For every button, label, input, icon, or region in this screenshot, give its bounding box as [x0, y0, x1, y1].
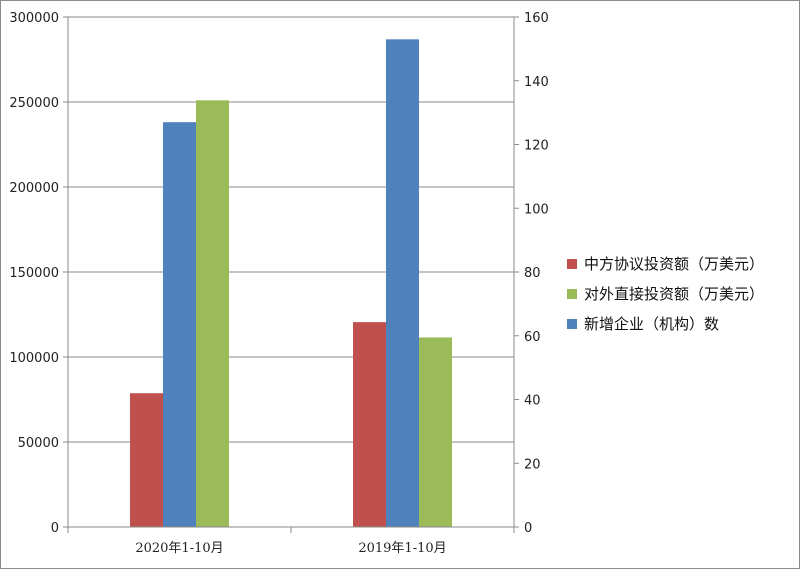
bar [130, 393, 163, 527]
y-left-tick-label: 100000 [9, 351, 59, 366]
y-right-tick-label: 40 [524, 394, 541, 409]
y-right-tick-label: 20 [524, 457, 541, 472]
legend-swatch [567, 259, 577, 269]
legend-label: 中方协议投资额（万美元） [584, 255, 764, 273]
bar [419, 337, 452, 527]
legend-swatch [567, 319, 577, 329]
x-axis-labels: 2020年1-10月 2019年1-10月 [135, 541, 446, 556]
legend-swatch [567, 289, 577, 299]
y-right-tick-label: 140 [524, 75, 549, 90]
y-right-tick-label: 60 [524, 330, 541, 345]
y-right-tick-label: 80 [524, 266, 541, 281]
y-right-tick-label: 0 [524, 521, 532, 536]
bars [130, 39, 452, 528]
legend-label: 新增企业（机构）数 [584, 315, 719, 333]
y-right-tick-label: 100 [524, 202, 549, 217]
legend-label: 对外直接投资额（万美元） [584, 285, 764, 303]
bar [386, 39, 419, 527]
x-tick-label: 2020年1-10月 [135, 541, 223, 556]
bar [163, 122, 196, 527]
y-left-tick-label: 50000 [18, 436, 59, 451]
axes [63, 16, 519, 533]
y-left-tick-label: 200000 [9, 181, 59, 196]
y-left-tick-label: 250000 [9, 96, 59, 111]
bar [353, 322, 386, 527]
y-left-tick-label: 0 [51, 521, 59, 536]
bar [196, 100, 229, 528]
y-left-tick-label: 300000 [9, 11, 59, 26]
y-axis-right-labels: 0 20 40 60 80 100 120 140 160 [524, 11, 549, 536]
x-tick-label: 2019年1-10月 [358, 541, 446, 556]
legend: 中方协议投资额（万美元） 对外直接投资额（万美元） 新增企业（机构）数 [567, 255, 764, 333]
y-axis-left-labels: 0 50000 100000 150000 200000 250000 300000 [9, 11, 59, 536]
y-left-tick-label: 150000 [9, 266, 59, 281]
y-right-tick-label: 160 [524, 11, 549, 26]
y-right-tick-label: 120 [524, 139, 549, 154]
